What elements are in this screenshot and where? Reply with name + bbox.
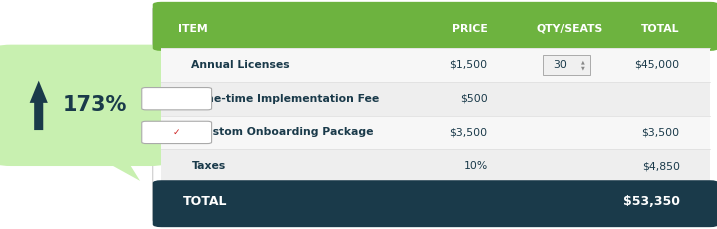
Text: 10%: 10% [463,161,488,171]
FancyBboxPatch shape [153,6,717,223]
Text: 173%: 173% [62,95,127,115]
Polygon shape [29,81,48,130]
FancyBboxPatch shape [161,29,710,48]
FancyBboxPatch shape [161,82,710,116]
FancyBboxPatch shape [142,121,212,144]
Text: $4,850: $4,850 [642,161,680,171]
Text: ▼: ▼ [581,66,585,71]
Text: One-time Implementation Fee: One-time Implementation Fee [197,94,379,104]
Text: $53,350: $53,350 [622,195,680,208]
Text: $500: $500 [460,94,488,104]
FancyBboxPatch shape [142,87,212,110]
FancyBboxPatch shape [161,116,710,149]
Text: ▲: ▲ [581,59,585,64]
Text: ITEM: ITEM [178,24,207,34]
Text: QTY/SEATS: QTY/SEATS [537,24,603,34]
Text: Annual Licenses: Annual Licenses [191,60,290,70]
FancyBboxPatch shape [543,55,589,75]
Text: PRICE: PRICE [452,24,488,34]
Text: $45,000: $45,000 [635,60,680,70]
Text: 30: 30 [554,60,568,70]
Text: Taxes: Taxes [191,161,226,171]
Text: $3,500: $3,500 [642,127,680,137]
FancyBboxPatch shape [153,2,717,51]
Text: TOTAL: TOTAL [184,195,228,208]
FancyBboxPatch shape [161,149,710,183]
Text: $3,500: $3,500 [450,127,488,137]
FancyBboxPatch shape [0,45,168,166]
FancyBboxPatch shape [161,48,710,82]
FancyBboxPatch shape [161,183,710,202]
Text: TOTAL: TOTAL [641,24,680,34]
Text: Custom Onboarding Package: Custom Onboarding Package [197,127,374,137]
Polygon shape [103,160,140,181]
FancyBboxPatch shape [153,180,717,227]
Text: ✓: ✓ [173,128,181,137]
Text: $1,500: $1,500 [450,60,488,70]
